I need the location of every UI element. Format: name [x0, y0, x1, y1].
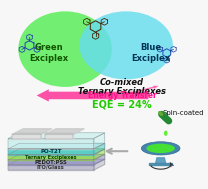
- Text: EQE = 24%: EQE = 24%: [92, 100, 152, 110]
- FancyArrow shape: [37, 89, 149, 102]
- Polygon shape: [156, 158, 166, 163]
- Polygon shape: [12, 129, 52, 134]
- Polygon shape: [94, 159, 105, 170]
- Polygon shape: [94, 149, 105, 160]
- Polygon shape: [8, 149, 105, 155]
- Text: Green
Exciplex: Green Exciplex: [29, 43, 68, 63]
- Text: PO-T2T: PO-T2T: [40, 149, 62, 154]
- Text: Energy Transfer: Energy Transfer: [88, 91, 156, 100]
- Polygon shape: [8, 149, 94, 155]
- Polygon shape: [45, 129, 84, 134]
- Polygon shape: [45, 134, 73, 139]
- Ellipse shape: [141, 142, 180, 155]
- Polygon shape: [8, 133, 105, 139]
- Text: Spin-coated: Spin-coated: [162, 110, 204, 116]
- Ellipse shape: [164, 131, 168, 136]
- Text: ITO/Glass: ITO/Glass: [37, 165, 65, 170]
- Polygon shape: [94, 143, 105, 155]
- Polygon shape: [8, 165, 94, 170]
- Text: Ternary Exciplexes: Ternary Exciplexes: [78, 87, 166, 96]
- Polygon shape: [8, 143, 105, 149]
- Polygon shape: [8, 155, 94, 160]
- Polygon shape: [94, 133, 105, 149]
- Text: Co-mixed: Co-mixed: [100, 78, 144, 87]
- Polygon shape: [8, 160, 94, 165]
- Text: PEDOT:PSS: PEDOT:PSS: [35, 160, 67, 165]
- Polygon shape: [8, 139, 94, 149]
- Ellipse shape: [18, 11, 112, 87]
- Text: Ternary Exciplexes: Ternary Exciplexes: [25, 155, 77, 160]
- Polygon shape: [8, 154, 105, 160]
- Polygon shape: [12, 134, 41, 139]
- Polygon shape: [150, 163, 172, 165]
- Polygon shape: [8, 159, 105, 165]
- Ellipse shape: [79, 11, 173, 79]
- FancyArrow shape: [122, 86, 159, 96]
- Ellipse shape: [146, 144, 175, 153]
- Polygon shape: [94, 154, 105, 165]
- Text: Blue
Exciplex: Blue Exciplex: [131, 43, 170, 63]
